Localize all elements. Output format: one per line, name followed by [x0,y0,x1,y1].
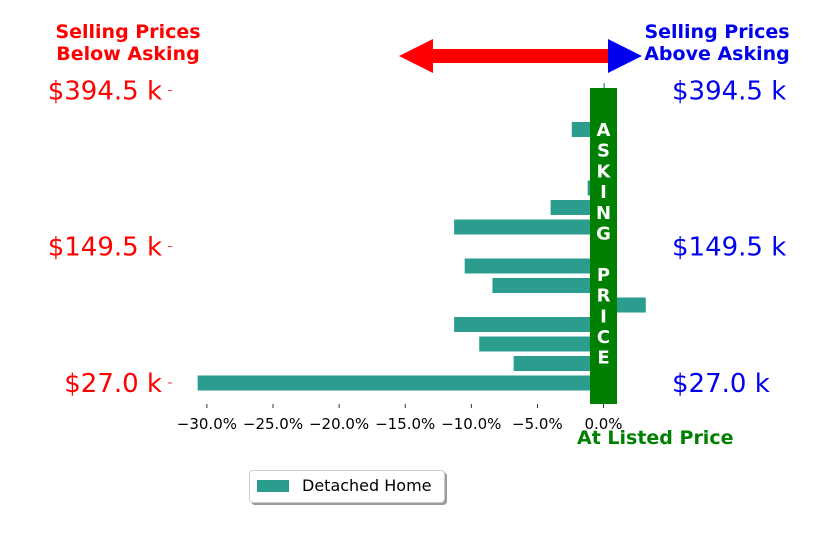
x-tick-label: −15.0% [375,415,435,433]
arrow-shaft [430,49,612,63]
y-tick-label-left: $149.5 k [48,233,162,263]
y-tick-label-right: $394.5 k [672,77,786,107]
direction-arrow [399,39,642,73]
x-tick-label: −20.0% [309,415,369,433]
y-tick-label-left: $27.0 k [64,369,162,399]
asking-letter: G [596,224,611,245]
x-tick-label: −30.0% [177,415,237,433]
header-above-line-1: Selling Prices [644,21,790,43]
y-tick-label-right: $27.0 k [672,369,770,399]
bar [479,336,604,352]
asking-letter: K [597,161,612,182]
bar [492,278,604,293]
legend-label: Detached Home [302,476,432,495]
asking-letter: C [597,327,610,348]
bar [454,317,604,332]
x-tick-label: −10.0% [441,415,501,433]
asking-letter: P [597,265,610,286]
arrow-head-right [608,39,642,73]
asking-letter: A [597,120,611,141]
asking-letter: E [597,348,609,369]
legend-swatch [257,480,289,492]
x-axis-ticks: −30.0% −25.0% −20.0% −15.0% −10.0% −5.0% 0.0% [177,404,623,433]
bar [513,356,604,371]
y-tick-label-right: $149.5 k [672,233,786,263]
x-tick-label: −5.0% [512,415,563,433]
asking-price-band [590,88,617,404]
header-below-line-2: Below Asking [56,43,200,65]
arrow-head-left [399,39,433,73]
asking-letter: N [596,203,611,224]
header-below-asking: Selling Prices Below Asking [28,21,228,65]
asking-letter: S [597,141,610,162]
header-above-line-2: Above Asking [644,43,790,65]
x-tick-label: 0.0% [584,415,622,433]
header-below-line-1: Selling Prices [55,21,201,43]
bars-layer [197,83,646,391]
asking-letter: R [597,286,611,307]
bar [197,375,604,391]
legend: Detached Home [249,470,445,503]
y-axis-ticks: $27.0 k $27.0 k $149.5 k $149.5 k $394.5 k $3… [48,77,787,400]
asking-letter: I [600,306,607,327]
asking-letter: I [600,182,607,203]
at-listed-price-label: At Listed Price [577,427,734,449]
header-above-asking: Selling Prices Above Asking [617,21,817,65]
bar [464,258,604,274]
bar [454,219,604,235]
y-tick-label-left: $394.5 k [48,77,162,107]
x-tick-label: −25.0% [243,415,303,433]
